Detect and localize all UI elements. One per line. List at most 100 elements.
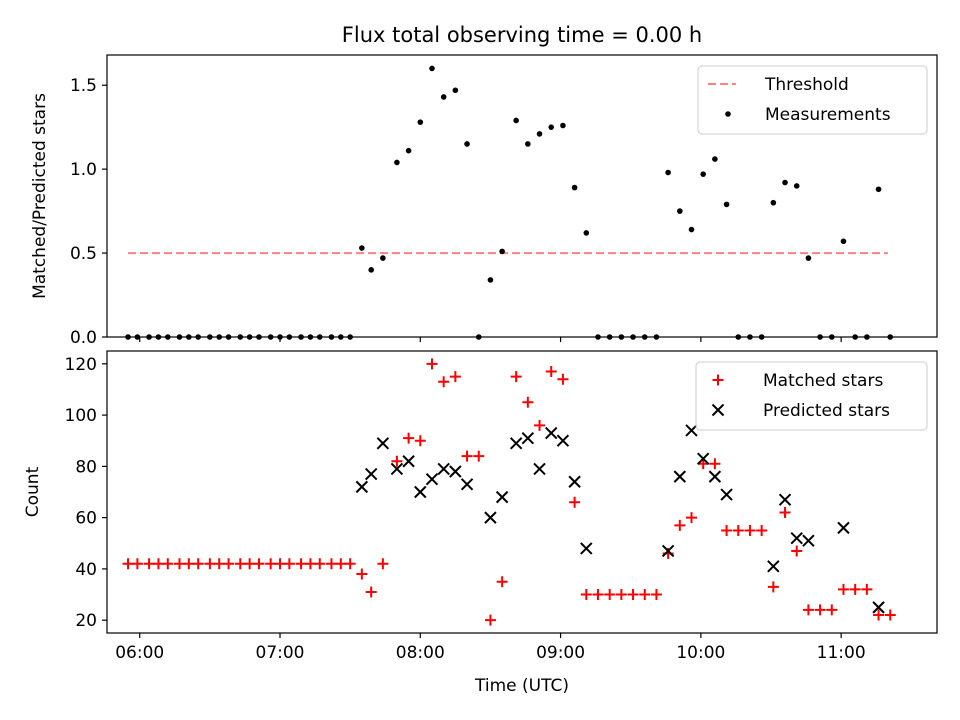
matched-star-point xyxy=(592,589,604,601)
matched-star-point xyxy=(674,519,686,531)
predicted-star-point xyxy=(685,424,698,437)
measurement-point xyxy=(840,238,847,245)
measurement-point xyxy=(677,208,683,214)
legend-handle-predicted xyxy=(711,403,725,417)
y-tick-label: 20 xyxy=(75,611,97,631)
matched-star-point xyxy=(557,373,569,385)
matched-star-point xyxy=(873,609,885,621)
matched-star-point xyxy=(604,589,616,601)
predicted-star-point xyxy=(661,544,675,558)
x-tick-label: 09:00 xyxy=(536,643,585,663)
matched-star-point xyxy=(213,558,225,570)
matched-star-point xyxy=(438,376,450,388)
matched-star-point xyxy=(152,558,164,570)
predicted-star-point xyxy=(696,452,710,465)
matched-star-point xyxy=(484,614,496,626)
matched-star-point xyxy=(639,589,651,601)
predicted-star-point xyxy=(390,462,404,476)
x-tick-label: 11:00 xyxy=(817,643,866,663)
y-axis-label: Matched/Predicted stars xyxy=(30,93,50,299)
matched-star-point xyxy=(732,524,744,536)
matched-star-point xyxy=(650,589,662,601)
measurement-point xyxy=(700,171,706,177)
matched-star-point xyxy=(283,558,295,570)
legend-handle-measurements xyxy=(725,111,731,117)
matched-star-point xyxy=(767,581,779,593)
measurement-point xyxy=(359,245,365,251)
top-panel: 0.0 0.5 1.0 1.5 Matched/Predicted stars Thres… xyxy=(30,54,938,348)
measurement-point xyxy=(536,131,543,137)
matched-star-point xyxy=(162,558,174,570)
matched-star-point xyxy=(244,558,256,570)
predicted-star-point xyxy=(495,490,509,504)
y-tick-label: 120 xyxy=(65,355,97,375)
matched-star-point xyxy=(826,604,838,616)
predicted-star-point xyxy=(778,493,792,506)
predicted-star-point xyxy=(376,437,390,450)
predicted-star-point xyxy=(580,542,593,555)
matched-star-point xyxy=(756,524,768,536)
measurement-point xyxy=(440,94,447,100)
measurement-point xyxy=(525,141,531,147)
matched-star-point xyxy=(779,507,791,519)
matched-star-point xyxy=(697,458,709,470)
y-tick-label: 60 xyxy=(75,509,97,529)
matched-star-point xyxy=(265,558,277,570)
measurement-point xyxy=(782,179,788,186)
matched-star-point xyxy=(192,558,204,570)
predicted-star-point xyxy=(872,601,885,614)
bottom-panel: 06:00 07:00 08:00 09:00 10:00 11:00 20 40 60 80 10… xyxy=(23,350,938,663)
matched-star-point xyxy=(204,558,216,570)
y-tick-label: 1.0 xyxy=(70,160,97,180)
axes-frame xyxy=(106,350,938,634)
measurement-point xyxy=(429,65,435,72)
matched-star-point xyxy=(802,604,814,616)
measurement-point xyxy=(805,255,812,261)
matched-star-point xyxy=(837,583,849,595)
measurement-point xyxy=(712,156,718,162)
matched-star-point xyxy=(814,604,826,616)
predicted-star-point xyxy=(449,465,462,478)
matched-star-point xyxy=(709,458,721,470)
matched-star-point xyxy=(414,435,426,447)
y-tick-label: 80 xyxy=(75,457,97,477)
predicted-star-point xyxy=(402,455,415,468)
x-tick-label: 10:00 xyxy=(676,643,725,663)
matched-star-point xyxy=(580,589,592,601)
matched-star-point xyxy=(473,450,485,462)
predicted-star-point xyxy=(355,480,369,494)
matched-star-point xyxy=(791,545,803,557)
predicted-star-point xyxy=(767,560,780,573)
predicted-star-point xyxy=(533,462,546,476)
x-tick-label: 06:00 xyxy=(115,643,164,663)
measurement-point xyxy=(417,119,424,125)
matched-star-point xyxy=(304,558,316,570)
predicted-star-point xyxy=(414,485,427,499)
predicted-star-point xyxy=(720,488,733,501)
legend: Matched stars Predicted stars xyxy=(695,361,928,431)
matched-star-point xyxy=(122,558,134,570)
predicted-star-point xyxy=(708,470,722,483)
predicted-star-point xyxy=(509,437,523,450)
predicted-star-point xyxy=(790,531,803,545)
x-tick-label: 07:00 xyxy=(256,643,305,663)
predicted-star-point xyxy=(568,475,581,488)
measurement-point xyxy=(723,201,730,208)
matched-star-point xyxy=(356,568,368,580)
matched-star-point xyxy=(344,558,356,570)
legend-label: Matched stars xyxy=(763,371,883,391)
measurement-point xyxy=(368,267,374,273)
measurement-point xyxy=(499,248,505,255)
matched-star-point xyxy=(295,558,307,570)
measurement-point xyxy=(793,183,800,189)
matched-star-point xyxy=(173,558,185,570)
matched-star-point xyxy=(861,583,873,595)
measurement-point xyxy=(688,226,695,233)
matched-star-point xyxy=(223,558,235,570)
matched-star-point xyxy=(131,558,143,570)
predicted-star-point xyxy=(802,534,815,547)
matched-star-point xyxy=(496,576,508,588)
matched-star-point xyxy=(522,396,534,408)
matched-star-point xyxy=(461,450,473,462)
